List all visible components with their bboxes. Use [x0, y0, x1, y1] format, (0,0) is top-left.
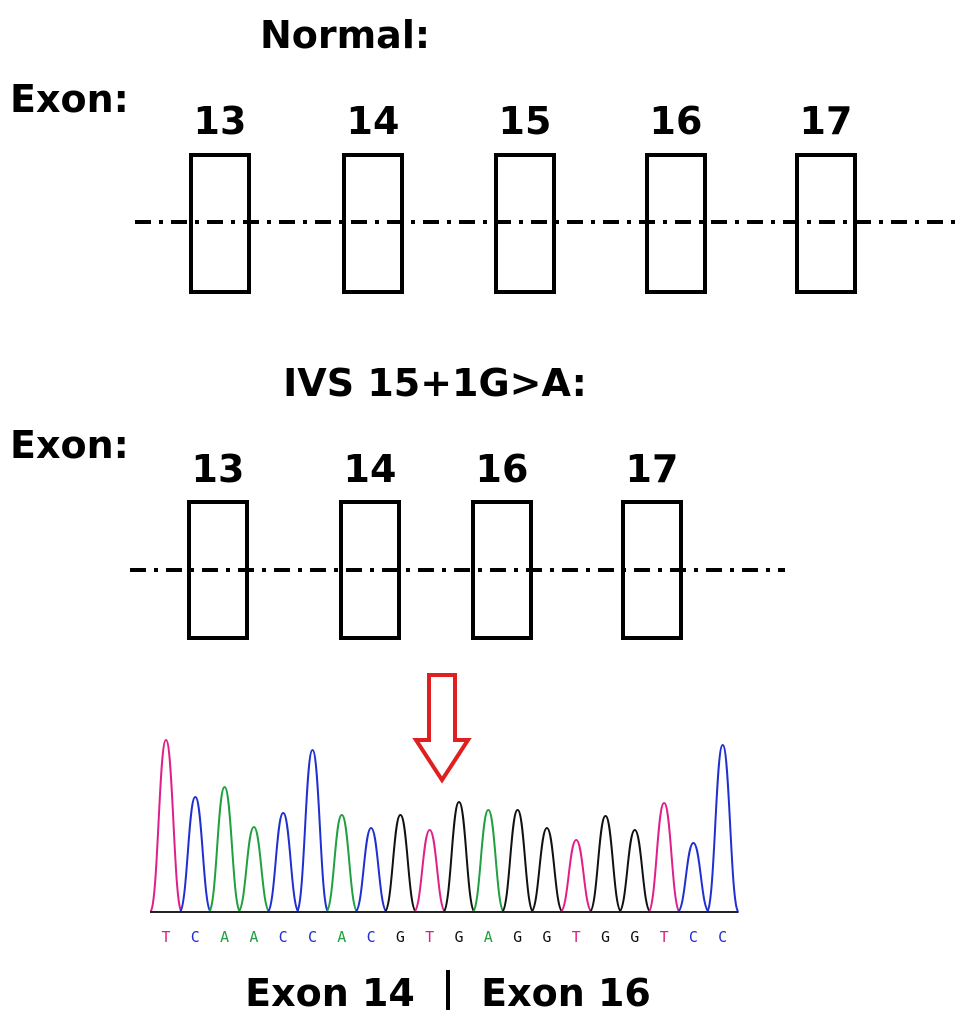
exon-number: 14	[344, 447, 397, 491]
base-letter: C	[367, 928, 376, 946]
exon-number: 13	[192, 447, 245, 491]
normal-title: Normal:	[260, 13, 430, 57]
base-letter: G	[601, 928, 610, 946]
peak	[324, 813, 359, 913]
exon-number: 16	[476, 447, 529, 491]
exon-number: 17	[800, 99, 853, 143]
peak	[236, 825, 271, 913]
exon-box	[621, 500, 683, 640]
exon-box	[494, 153, 556, 294]
base-letter: T	[425, 928, 434, 946]
exon-box	[342, 153, 404, 294]
exon-box	[645, 153, 707, 294]
base-letter: A	[220, 928, 229, 946]
exon-number: 15	[499, 99, 552, 143]
base-letter: A	[337, 928, 346, 946]
base-letter: T	[572, 928, 581, 946]
exon-box	[471, 500, 533, 640]
exon-label: Exon:	[10, 423, 129, 467]
exon-box	[339, 500, 401, 640]
base-letter: C	[279, 928, 288, 946]
peak	[354, 826, 389, 913]
base-letter: T	[660, 928, 669, 946]
base-letter: C	[308, 928, 317, 946]
base-letter: C	[191, 928, 200, 946]
exon-number: 13	[194, 99, 247, 143]
peak	[529, 826, 564, 913]
peak	[295, 748, 330, 913]
junction-right: Exon 16	[481, 971, 651, 1015]
base-letter: T	[161, 928, 170, 946]
exon-box	[187, 500, 249, 640]
mutant-title: IVS 15+1G>A:	[283, 361, 587, 405]
base-letter: A	[484, 928, 493, 946]
chromatogram	[149, 738, 740, 913]
base-letter: G	[542, 928, 551, 946]
exon-number: 16	[650, 99, 703, 143]
exon-label: Exon:	[10, 77, 129, 121]
peak	[588, 814, 623, 913]
peak	[559, 838, 594, 913]
peak	[617, 828, 652, 913]
peak	[647, 801, 682, 913]
peak	[471, 808, 506, 913]
exon-number: 17	[626, 447, 679, 491]
exon-number: 14	[347, 99, 400, 143]
base-letter: A	[249, 928, 258, 946]
exon-box	[189, 153, 251, 294]
peak	[178, 795, 213, 913]
exon-box	[795, 153, 857, 294]
peak	[500, 808, 535, 913]
peak	[383, 813, 418, 913]
base-letter: C	[689, 928, 698, 946]
base-letter: G	[630, 928, 639, 946]
peak	[149, 738, 183, 913]
peak	[412, 828, 447, 913]
peak	[705, 743, 740, 913]
peak	[266, 811, 301, 913]
base-letter: C	[718, 928, 727, 946]
arrow	[412, 673, 472, 784]
base-letter: G	[454, 928, 463, 946]
peak	[676, 841, 711, 913]
peak	[442, 800, 476, 913]
peak	[207, 785, 242, 913]
base-letter: G	[513, 928, 522, 946]
junction-left: Exon 14	[245, 971, 415, 1015]
base-letter: G	[396, 928, 405, 946]
